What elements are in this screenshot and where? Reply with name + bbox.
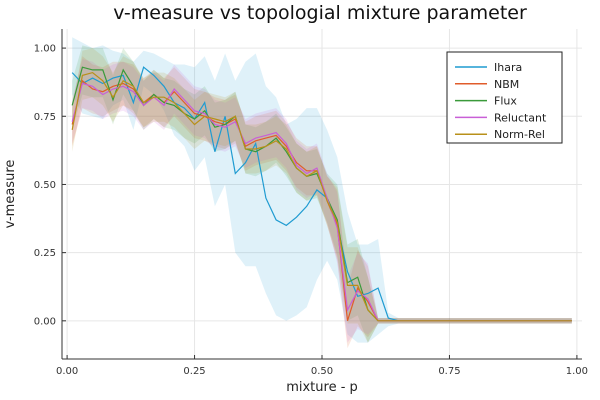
y-tick-label: 1.00 [34,44,56,55]
y-tick-label: 0.00 [34,316,56,327]
x-tick-labels: 0.00 0.25 0.50 0.75 1.00 [56,355,588,377]
legend-label-norm-rel: Norm-Rel [494,128,545,141]
legend-label-nbm: NBM [494,78,519,91]
y-tick-labels: 0.00 0.25 0.50 0.75 1.00 [34,44,66,327]
y-tick-label: 0.25 [34,248,56,259]
legend-label-flux: Flux [494,95,517,108]
x-tick-label: 0.25 [183,366,205,377]
series-lines [71,66,572,322]
legend-label-ihara: Ihara [494,61,522,74]
chart-title: v-measure vs topologial mixture paramete… [113,2,527,24]
band-reluctant [72,59,572,343]
band-ihara [72,37,572,343]
y-axis-label: v-measure [3,160,18,229]
x-tick-label: 0.00 [56,366,78,377]
legend-label-reluctant: Reluctant [494,111,547,124]
x-tick-label: 1.00 [566,366,588,377]
x-tick-label: 0.75 [438,366,460,377]
legend: Ihara NBM Flux Reluctant Norm-Rel [446,51,563,144]
x-axis-label: mixture - p [286,380,358,395]
y-tick-label: 0.50 [34,180,56,191]
band-nbm [72,56,572,349]
y-tick-label: 0.75 [34,112,56,123]
x-tick-label: 0.50 [311,366,333,377]
series-line-norm-rel [71,71,572,322]
